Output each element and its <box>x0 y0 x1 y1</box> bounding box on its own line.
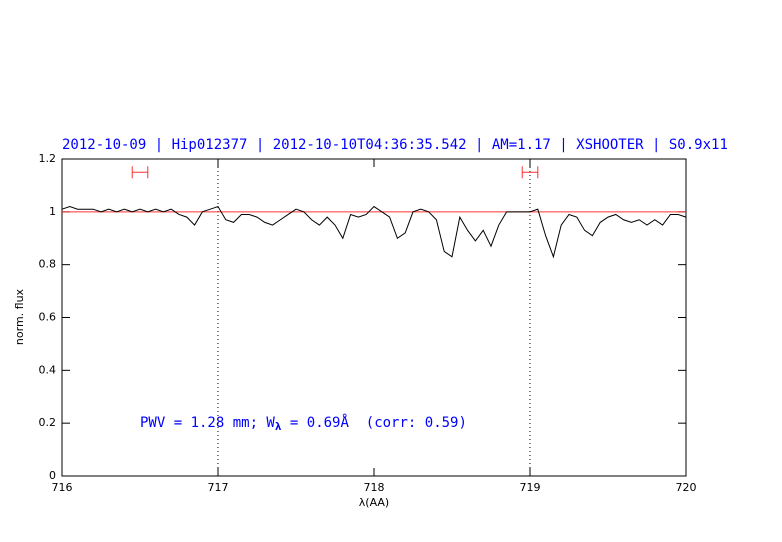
annotation-subscript: λ <box>275 420 282 433</box>
annotation-part: PWV = 1.28 mm; W <box>140 415 275 431</box>
range-marker <box>521 166 539 179</box>
x-tick-label: 716 <box>52 481 73 494</box>
y-tick-label: 0 <box>49 469 56 482</box>
x-axis-label: λ(AA) <box>359 496 389 509</box>
y-tick-label: 1 <box>49 205 56 218</box>
y-tick-label: 0.8 <box>39 258 57 271</box>
x-tick-label: 717 <box>208 481 229 494</box>
x-tick-label: 720 <box>676 481 697 494</box>
chart-title: 2012-10-09 | Hip012377 | 2012-10-10T04:3… <box>62 137 728 153</box>
annotation: PWV = 1.28 mm; Wλ = 0.69Å (corr: 0.59) <box>140 414 467 433</box>
x-tick-label: 718 <box>364 481 385 494</box>
annotation-part: = 0.69Å (corr: 0.59) <box>281 414 466 431</box>
range-marker <box>131 166 149 179</box>
y-tick-label: 0.6 <box>39 311 57 324</box>
spectrum-line <box>61 205 687 259</box>
y-axis-label: norm. flux <box>13 288 26 345</box>
y-tick-label: 0.2 <box>39 416 57 429</box>
x-tick-label: 719 <box>520 481 541 494</box>
y-tick-label: 1.2 <box>39 152 57 165</box>
y-tick-label: 0.4 <box>39 363 57 376</box>
